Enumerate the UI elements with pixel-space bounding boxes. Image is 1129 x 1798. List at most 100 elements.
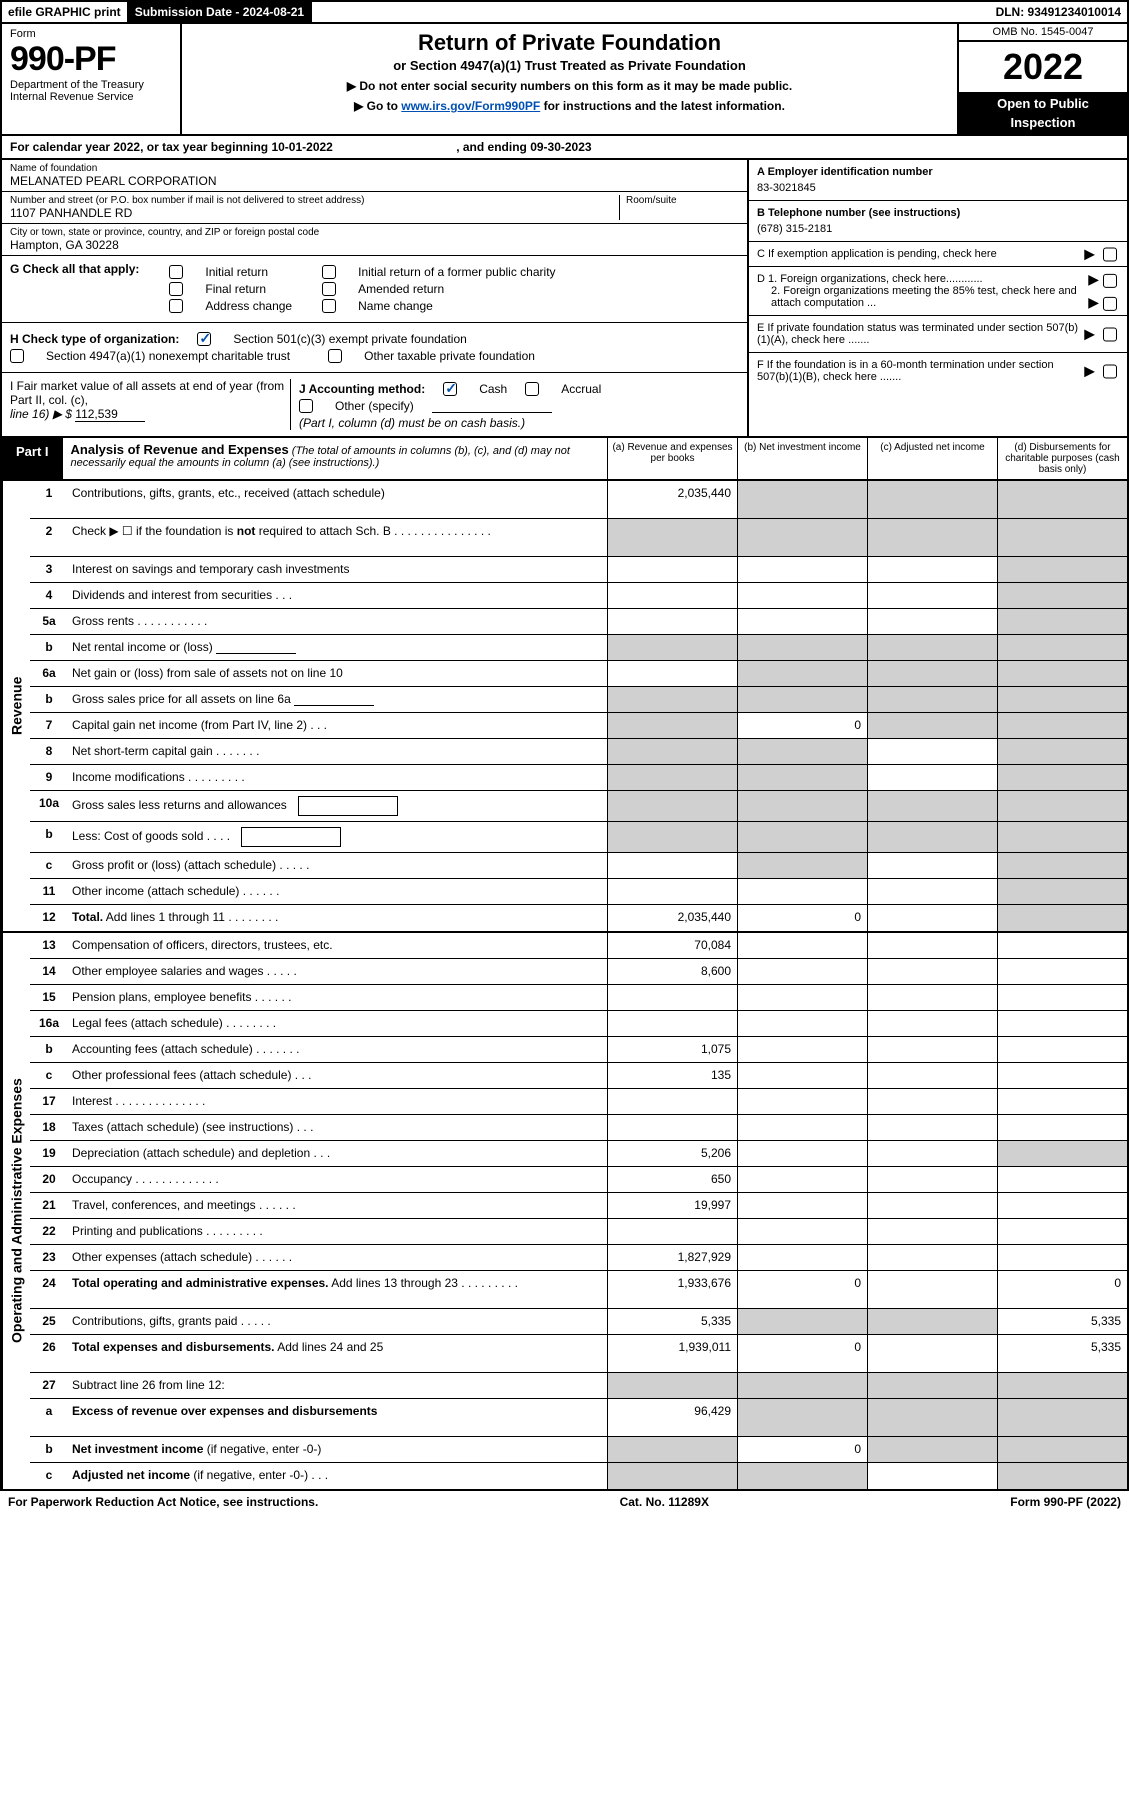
form-header: Form 990-PF Department of the Treasury I… (0, 24, 1129, 136)
amount-cell (997, 905, 1127, 931)
line-description: Net rental income or (loss) (68, 635, 607, 660)
cb-4947[interactable] (10, 349, 24, 363)
line-description: Capital gain net income (from Part IV, l… (68, 713, 607, 738)
table-row: 19Depreciation (attach schedule) and dep… (30, 1141, 1127, 1167)
amount-cell (737, 1373, 867, 1398)
foundation-name: MELANATED PEARL CORPORATION (10, 174, 739, 188)
cb-cash[interactable] (443, 382, 457, 396)
line-description: Adjusted net income (if negative, enter … (68, 1463, 607, 1489)
cb-501c3[interactable] (197, 332, 211, 346)
amount-cell: 5,206 (607, 1141, 737, 1166)
expense-side-label: Operating and Administrative Expenses (2, 933, 30, 1489)
amount-cell: 2,035,440 (607, 905, 737, 931)
line-description: Legal fees (attach schedule) . . . . . .… (68, 1011, 607, 1036)
line-description: Taxes (attach schedule) (see instruction… (68, 1115, 607, 1140)
form-number: 990-PF (10, 40, 172, 79)
amount-cell (737, 1115, 867, 1140)
line-description: Total operating and administrative expen… (68, 1271, 607, 1308)
amount-cell (607, 1115, 737, 1140)
amount-cell (607, 1437, 737, 1462)
cb-name-change[interactable] (322, 299, 336, 313)
amount-cell (607, 822, 737, 852)
col-c-header: (c) Adjusted net income (867, 438, 997, 479)
amount-cell (867, 791, 997, 821)
line-number: 15 (30, 985, 68, 1010)
amount-cell (737, 1245, 867, 1270)
amount-cell (607, 985, 737, 1010)
amount-cell (607, 1011, 737, 1036)
line-number: 18 (30, 1115, 68, 1140)
cb-other-method[interactable] (299, 399, 313, 413)
cb-initial-return[interactable] (169, 265, 183, 279)
line-description: Accounting fees (attach schedule) . . . … (68, 1037, 607, 1062)
table-row: 27Subtract line 26 from line 12: (30, 1373, 1127, 1399)
amount-cell (867, 959, 997, 984)
line-number: 25 (30, 1309, 68, 1334)
form-link[interactable]: www.irs.gov/Form990PF (401, 99, 540, 113)
cb-initial-former[interactable] (322, 265, 336, 279)
line-description: Net short-term capital gain . . . . . . … (68, 739, 607, 764)
amount-cell (997, 1193, 1127, 1218)
amount-cell (607, 739, 737, 764)
line-number: 1 (30, 481, 68, 518)
line-number: 23 (30, 1245, 68, 1270)
amount-cell (737, 1399, 867, 1436)
amount-cell (737, 765, 867, 790)
amount-cell: 96,429 (607, 1399, 737, 1436)
line-description: Excess of revenue over expenses and disb… (68, 1399, 607, 1436)
cb-address-change[interactable] (169, 299, 183, 313)
col-b-header: (b) Net investment income (737, 438, 867, 479)
expense-table: Operating and Administrative Expenses 13… (0, 933, 1129, 1491)
line-description: Less: Cost of goods sold . . . . (68, 822, 607, 852)
cb-exemption-pending[interactable] (1103, 247, 1117, 261)
amount-cell (867, 661, 997, 686)
amount-cell (737, 1463, 867, 1489)
amount-cell (737, 822, 867, 852)
cb-f[interactable] (1103, 364, 1117, 378)
revenue-side-label: Revenue (2, 481, 30, 931)
cb-d2[interactable] (1103, 297, 1117, 311)
amount-cell (867, 1167, 997, 1192)
amount-cell (737, 1193, 867, 1218)
line-description: Income modifications . . . . . . . . . (68, 765, 607, 790)
table-row: 9Income modifications . . . . . . . . . (30, 765, 1127, 791)
amount-cell (867, 1115, 997, 1140)
part1-header: Part I Analysis of Revenue and Expenses … (0, 438, 1129, 481)
amount-cell (607, 687, 737, 712)
cb-d1[interactable] (1103, 274, 1117, 288)
amount-cell (607, 583, 737, 608)
phone-label: B Telephone number (see instructions) (757, 207, 960, 219)
omb-number: OMB No. 1545-0047 (959, 24, 1127, 42)
line-description: Interest on savings and temporary cash i… (68, 557, 607, 582)
line-number: 12 (30, 905, 68, 931)
amount-cell (607, 609, 737, 634)
amount-cell (997, 1011, 1127, 1036)
amount-cell (737, 635, 867, 660)
line-description: Gross sales less returns and allowances (68, 791, 607, 821)
cb-final-return[interactable] (169, 282, 183, 296)
table-row: 5aGross rents . . . . . . . . . . . (30, 609, 1127, 635)
cb-other-taxable[interactable] (328, 349, 342, 363)
cb-amended[interactable] (322, 282, 336, 296)
table-row: 6aNet gain or (loss) from sale of assets… (30, 661, 1127, 687)
cb-e[interactable] (1103, 327, 1117, 341)
line-description: Contributions, gifts, grants paid . . . … (68, 1309, 607, 1334)
amount-cell (997, 1245, 1127, 1270)
table-row: 22Printing and publications . . . . . . … (30, 1219, 1127, 1245)
table-row: bNet rental income or (loss) (30, 635, 1127, 661)
amount-cell (867, 557, 997, 582)
amount-cell (867, 879, 997, 904)
table-row: 7Capital gain net income (from Part IV, … (30, 713, 1127, 739)
amount-cell (867, 609, 997, 634)
amount-cell (867, 765, 997, 790)
footer-right: Form 990-PF (2022) (1010, 1495, 1121, 1509)
amount-cell (737, 739, 867, 764)
cb-accrual[interactable] (525, 382, 539, 396)
tax-year: 2022 (959, 42, 1127, 92)
calendar-year-row: For calendar year 2022, or tax year begi… (0, 136, 1129, 160)
amount-cell (867, 1193, 997, 1218)
amount-cell: 0 (997, 1271, 1127, 1308)
line-number: 2 (30, 519, 68, 556)
amount-cell (737, 959, 867, 984)
amount-cell (997, 985, 1127, 1010)
